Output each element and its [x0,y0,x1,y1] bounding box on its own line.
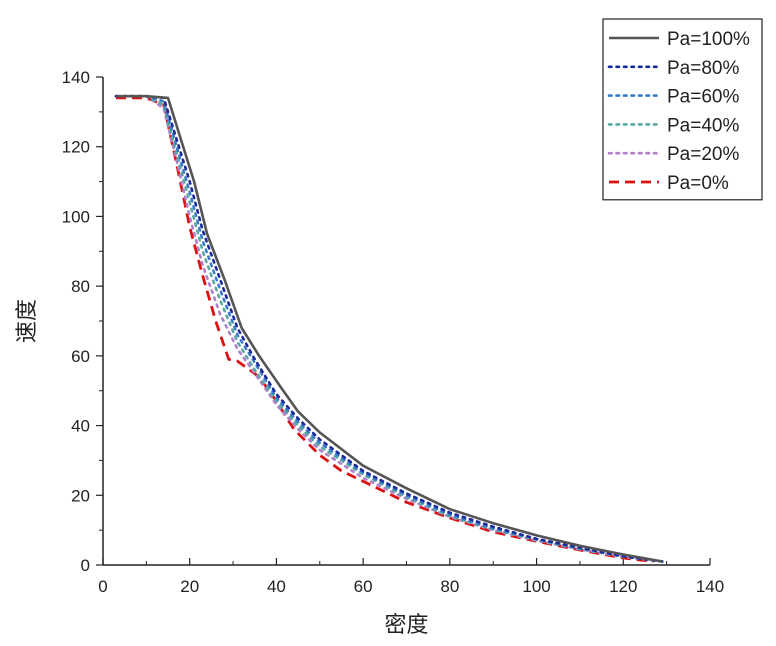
legend-box [602,18,763,201]
legend-label: Pa=0% [667,173,729,194]
series-line-pa-80- [114,94,664,563]
series-line-pa-40- [114,94,664,563]
x-tick-label: 100 [522,577,550,596]
y-tick-label: 0 [81,556,90,575]
series-line-pa-0- [116,96,654,563]
series-lines [114,94,664,563]
y-tick-label: 20 [71,486,90,505]
x-tick-label: 80 [440,577,459,596]
y-tick-label: 40 [71,417,90,436]
y-axis-title: 速度 [15,299,40,343]
axes: 0 20 40 60 80 100 120 140 0 20 40 60 80 100 120 140 [62,68,725,596]
x-tick-label: 60 [354,577,373,596]
legend: Pa=100% Pa=80% Pa=60% Pa=40% Pa=20% Pa=0% [602,18,763,201]
x-tick-label: 20 [180,577,199,596]
y-tick-label: 80 [71,277,90,296]
legend-label: Pa=100% [667,29,750,50]
series-line-pa-60- [114,94,664,563]
x-axis-title: 密度 [384,613,428,638]
legend-label: Pa=20% [667,144,739,165]
series-line-pa-100- [116,94,663,563]
series-line-pa-20- [114,94,664,563]
y-tick-label: 60 [71,347,90,366]
legend-label: Pa=40% [667,115,739,136]
y-tick-label: 100 [62,207,90,226]
legend-label: Pa=80% [667,58,739,79]
y-tick-label: 140 [62,68,90,87]
x-tick-label: 140 [696,577,724,596]
x-tick-label: 0 [98,577,107,596]
y-tick-label: 120 [62,138,90,157]
x-tick-label: 120 [609,577,637,596]
x-tick-label: 40 [267,577,286,596]
legend-label: Pa=60% [667,87,739,108]
